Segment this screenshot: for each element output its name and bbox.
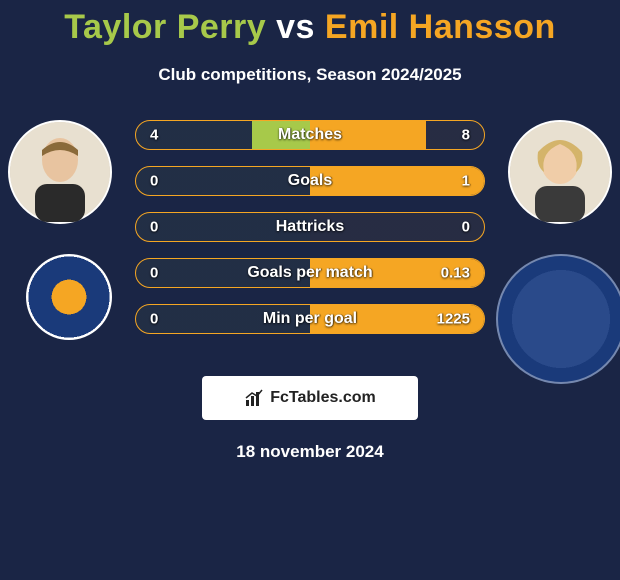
fctables-logo: FcTables.com: [202, 376, 418, 420]
stat-value-left: 0: [150, 265, 158, 282]
player2-avatar: [508, 120, 612, 224]
stat-value-right: 1225: [437, 311, 470, 328]
player1-name: Taylor Perry: [64, 8, 266, 46]
stat-row: Min per goal01225: [135, 304, 485, 334]
stat-bars: Matches48Goals01Hattricks00Goals per mat…: [135, 120, 485, 334]
stat-row: Goals01: [135, 166, 485, 196]
stat-value-right: 1: [462, 173, 470, 190]
stat-row: Goals per match00.13: [135, 258, 485, 288]
stat-value-left: 0: [150, 219, 158, 236]
content-area: Matches48Goals01Hattricks00Goals per mat…: [0, 120, 620, 462]
comparison-card: Taylor Perry vs Emil Hansson Club compet…: [0, 0, 620, 462]
stat-row: Hattricks00: [135, 212, 485, 242]
stat-value-right: 0.13: [441, 265, 470, 282]
stat-value-right: 8: [462, 127, 470, 144]
player1-avatar: [8, 120, 112, 224]
player2-name: Emil Hansson: [325, 8, 556, 46]
date-text: 18 november 2024: [0, 442, 620, 462]
page-title: Taylor Perry vs Emil Hansson: [0, 8, 620, 47]
person-icon: [510, 122, 610, 222]
stat-value-left: 0: [150, 173, 158, 190]
stat-value-left: 4: [150, 127, 158, 144]
stat-row: Matches48: [135, 120, 485, 150]
player2-club-badge: [496, 254, 620, 384]
stat-value-right: 0: [462, 219, 470, 236]
logo-text: FcTables.com: [270, 389, 376, 407]
stat-value-left: 0: [150, 311, 158, 328]
person-icon: [10, 122, 110, 222]
subtitle: Club competitions, Season 2024/2025: [0, 65, 620, 85]
vs-text: vs: [276, 8, 315, 46]
chart-icon: [244, 388, 264, 408]
player1-club-badge: [26, 254, 112, 340]
